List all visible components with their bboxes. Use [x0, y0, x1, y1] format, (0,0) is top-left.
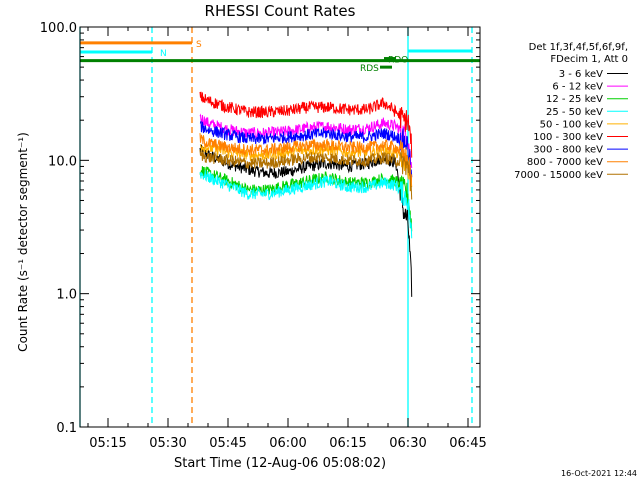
- y-axis: 0.1 1.0 10.0 100.0: [40, 21, 480, 436]
- x-axis: 05:15 05:30 05:45 06:00 06:15 06:30 06:45: [87, 27, 487, 451]
- state-bar-label: RDS: [360, 64, 379, 74]
- state-bar-label: S: [196, 40, 202, 50]
- x-tick-label: 06:30: [389, 436, 426, 451]
- state-bar-label: N: [160, 49, 167, 59]
- data-series: [199, 91, 413, 297]
- legend: Det 1f,3f,4f,5f,6f,9f,FDecim 1, Att 0 3 -…: [514, 42, 628, 181]
- instrument-state-vlines: [79, 27, 473, 427]
- x-tick-label: 06:00: [269, 436, 306, 451]
- series-line: [199, 120, 413, 178]
- series-line: [199, 149, 413, 200]
- legend-entry-label: 25 - 50 keV: [546, 107, 603, 118]
- x-tick-label: 05:30: [149, 436, 186, 451]
- chart-title: RHESSI Count Rates: [205, 2, 356, 20]
- y-tick-label: 10.0: [48, 154, 77, 169]
- instrument-state-bars: S N RDO RDS: [80, 40, 480, 74]
- series-line: [199, 170, 413, 239]
- legend-entry-label: 7000 - 15000 keV: [514, 170, 603, 181]
- y-tick-label: 100.0: [40, 21, 77, 36]
- x-tick-label: 05:15: [89, 436, 126, 451]
- legend-entry-label: 3 - 6 keV: [559, 69, 603, 80]
- series-line: [199, 144, 413, 297]
- legend-header: FDecim 1, Att 0: [550, 54, 628, 65]
- x-tick-label: 06:45: [449, 436, 486, 451]
- plot-frame: [79, 26, 481, 428]
- legend-entry-label: 300 - 800 keV: [533, 145, 603, 156]
- x-tick-label: 06:15: [329, 436, 366, 451]
- legend-header: Det 1f,3f,4f,5f,6f,9f,: [529, 42, 628, 53]
- y-axis-label: Count Rate (s⁻¹ detector segment⁻¹): [16, 132, 30, 352]
- legend-entry-label: 6 - 12 keV: [552, 82, 603, 93]
- state-bar-label: RDO: [388, 56, 408, 66]
- y-tick-label: 1.0: [56, 288, 77, 303]
- legend-entry-label: 12 - 25 keV: [546, 94, 603, 105]
- legend-entry-label: 100 - 300 keV: [533, 132, 603, 143]
- series-line: [199, 166, 413, 232]
- series-line: [199, 133, 413, 188]
- legend-entry-label: 50 - 100 keV: [540, 119, 604, 130]
- legend-entry-label: 800 - 7000 keV: [527, 157, 603, 168]
- footer-timestamp: 16-Oct-2021 12:44: [561, 469, 637, 478]
- x-tick-label: 05:45: [209, 436, 246, 451]
- x-axis-label: Start Time (12-Aug-06 05:08:02): [174, 456, 386, 471]
- series-line: [199, 91, 413, 158]
- y-tick-label: 0.1: [56, 421, 77, 436]
